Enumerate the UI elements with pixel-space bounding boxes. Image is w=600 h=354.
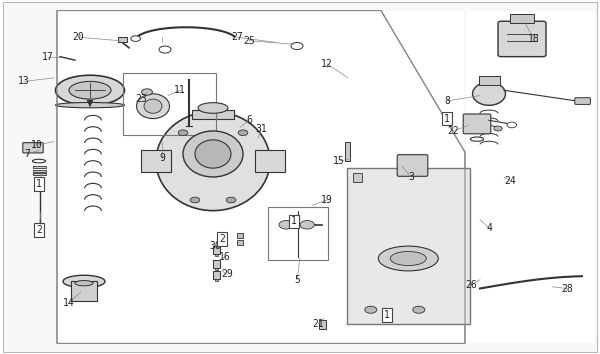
Text: 2: 2 (219, 234, 225, 244)
FancyBboxPatch shape (237, 240, 243, 245)
Circle shape (178, 130, 188, 136)
FancyBboxPatch shape (345, 142, 350, 161)
FancyBboxPatch shape (215, 268, 218, 270)
Text: 15: 15 (333, 156, 345, 166)
FancyBboxPatch shape (510, 14, 534, 23)
FancyBboxPatch shape (575, 98, 590, 104)
Circle shape (365, 306, 377, 313)
FancyBboxPatch shape (33, 173, 46, 175)
Text: 25: 25 (243, 36, 255, 46)
FancyBboxPatch shape (479, 76, 500, 85)
FancyBboxPatch shape (347, 168, 470, 324)
Circle shape (494, 126, 502, 131)
Text: 28: 28 (561, 284, 573, 293)
FancyBboxPatch shape (466, 11, 595, 343)
FancyBboxPatch shape (192, 110, 234, 119)
Ellipse shape (63, 275, 105, 287)
Circle shape (190, 197, 200, 203)
Ellipse shape (75, 280, 93, 286)
Text: 22: 22 (447, 126, 459, 136)
Text: 10: 10 (31, 140, 43, 150)
FancyBboxPatch shape (33, 166, 46, 168)
Text: 24: 24 (504, 176, 516, 185)
Ellipse shape (198, 103, 228, 113)
Text: 13: 13 (18, 76, 30, 86)
Ellipse shape (56, 75, 125, 105)
FancyBboxPatch shape (118, 37, 127, 42)
FancyBboxPatch shape (58, 11, 464, 343)
Text: 30: 30 (209, 241, 221, 251)
Text: 2: 2 (36, 225, 42, 235)
Ellipse shape (156, 112, 270, 211)
FancyBboxPatch shape (213, 260, 220, 268)
Text: 16: 16 (219, 252, 231, 262)
FancyBboxPatch shape (71, 281, 97, 301)
FancyBboxPatch shape (141, 150, 171, 172)
Text: 4: 4 (486, 223, 492, 233)
Text: 29: 29 (221, 269, 233, 279)
Ellipse shape (391, 251, 426, 266)
Ellipse shape (56, 103, 125, 108)
FancyBboxPatch shape (3, 2, 597, 352)
Circle shape (131, 36, 140, 41)
Circle shape (300, 221, 314, 229)
FancyBboxPatch shape (33, 170, 46, 172)
Text: 23: 23 (135, 94, 147, 104)
Circle shape (226, 197, 236, 203)
Circle shape (413, 306, 425, 313)
Circle shape (142, 89, 152, 95)
Text: 18: 18 (528, 34, 540, 44)
Text: 5: 5 (294, 275, 300, 285)
Text: 17: 17 (42, 52, 54, 62)
Ellipse shape (195, 140, 231, 168)
Text: 20: 20 (72, 32, 84, 42)
Text: 1: 1 (291, 216, 297, 226)
Ellipse shape (473, 82, 506, 105)
FancyBboxPatch shape (215, 254, 218, 256)
Ellipse shape (137, 94, 170, 119)
Text: 27: 27 (231, 32, 243, 42)
Text: 6: 6 (246, 115, 252, 125)
Text: 31: 31 (255, 124, 267, 134)
Circle shape (279, 221, 293, 229)
FancyBboxPatch shape (255, 150, 285, 172)
Text: 1: 1 (444, 114, 450, 124)
Text: 19: 19 (321, 195, 333, 205)
Text: 12: 12 (321, 59, 333, 69)
FancyBboxPatch shape (215, 279, 218, 281)
Ellipse shape (379, 246, 438, 271)
FancyBboxPatch shape (498, 21, 546, 57)
FancyBboxPatch shape (353, 173, 362, 182)
Text: 11: 11 (174, 85, 186, 95)
Text: 7: 7 (24, 149, 30, 159)
Ellipse shape (144, 99, 162, 113)
FancyBboxPatch shape (213, 271, 220, 279)
FancyBboxPatch shape (213, 246, 220, 254)
Polygon shape (57, 11, 465, 343)
FancyBboxPatch shape (463, 114, 491, 134)
Text: 8: 8 (444, 96, 450, 106)
FancyBboxPatch shape (397, 155, 428, 176)
FancyBboxPatch shape (237, 233, 243, 238)
FancyBboxPatch shape (319, 320, 326, 329)
FancyBboxPatch shape (23, 143, 43, 153)
Text: 1: 1 (36, 179, 42, 189)
Text: 26: 26 (465, 280, 477, 290)
Text: 1: 1 (384, 310, 390, 320)
Text: 14: 14 (63, 298, 75, 308)
Ellipse shape (183, 131, 243, 177)
Text: 21: 21 (312, 319, 324, 329)
Text: 9: 9 (159, 153, 165, 162)
Text: 3: 3 (408, 172, 414, 182)
Ellipse shape (69, 81, 111, 99)
Circle shape (238, 130, 248, 136)
Circle shape (507, 122, 517, 128)
